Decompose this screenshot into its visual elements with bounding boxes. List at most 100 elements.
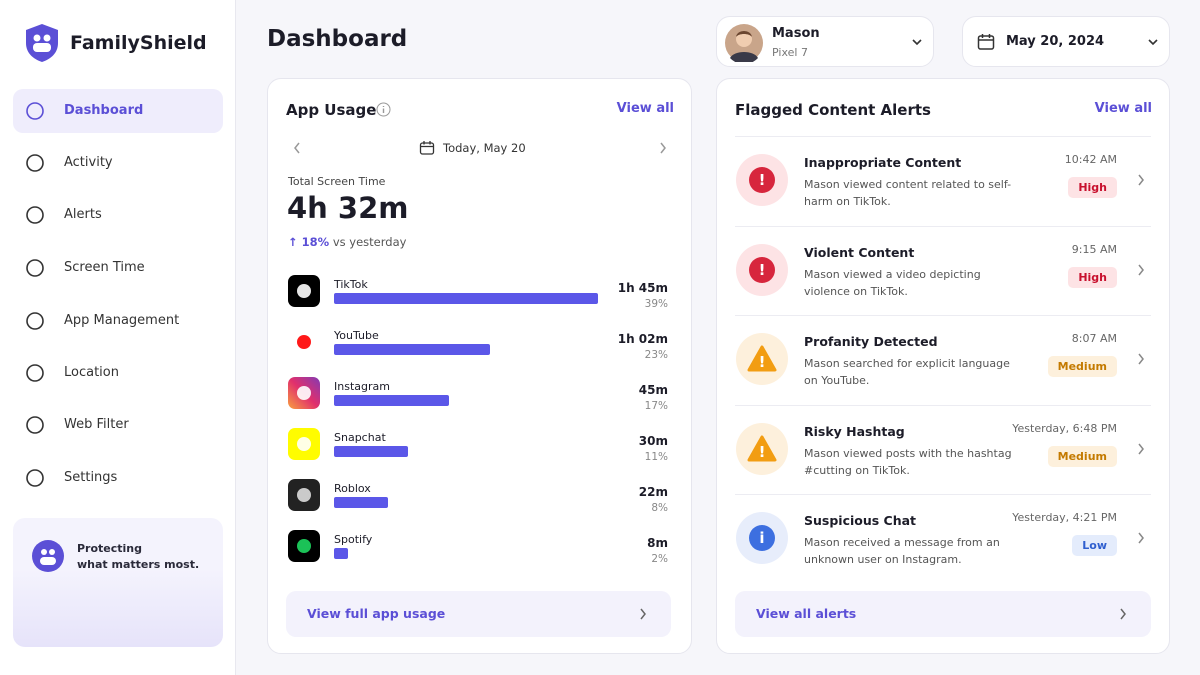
app-icon: [288, 530, 320, 562]
promo-box: Protecting what matters most.: [13, 518, 223, 647]
app-time: 22m: [638, 485, 668, 499]
app-name: Snapchat: [334, 431, 386, 444]
nav-label: Screen Time: [64, 260, 145, 275]
nav-label: Settings: [64, 470, 118, 485]
severity-badge: Medium: [1047, 356, 1117, 377]
alerts-card: Flagged Content Alerts View all View all…: [716, 78, 1170, 654]
severity-badge: High: [1068, 177, 1117, 198]
date: May 20, 2024: [1006, 34, 1105, 49]
nav-icon: [25, 153, 45, 173]
nav-item[interactable]: Screen Time: [13, 246, 223, 290]
nav-item[interactable]: Settings: [13, 456, 223, 500]
prev-day[interactable]: [292, 141, 302, 155]
app-usage-card: App Usage View all Today, May 20 Total S…: [267, 78, 692, 654]
page-title: Dashboard: [267, 26, 408, 52]
nav-label: Web Filter: [64, 417, 129, 432]
change-suffix: vs yesterday: [332, 235, 407, 249]
chevron[interactable]: [1136, 172, 1146, 186]
app-share: 17%: [644, 400, 668, 412]
alert-text: Mason viewed posts with the hashtag #cut…: [804, 446, 1012, 477]
footer-button[interactable]: View all alerts: [735, 591, 1151, 637]
severity-badge: Medium: [1047, 445, 1117, 467]
nav-icon: [25, 258, 45, 278]
separator: [735, 225, 1151, 227]
svg-text:!: !: [759, 353, 766, 371]
profile-name: Mason: [772, 26, 820, 41]
app-icon: [288, 275, 320, 307]
total: 4h 32m: [287, 191, 409, 225]
app-share: 2%: [651, 553, 668, 565]
alert-time: 10:42 AM: [1064, 153, 1117, 166]
usage-bar: [334, 293, 599, 304]
view-all[interactable]: View all: [616, 101, 674, 116]
calendar-icon: [977, 34, 995, 50]
alert-icon: !: [736, 422, 788, 475]
change-value: 18%: [301, 235, 330, 249]
nav-label: Alerts: [64, 207, 102, 222]
nav-label: App Management: [64, 313, 180, 328]
chevron[interactable]: [1136, 530, 1146, 544]
logo: [26, 24, 58, 62]
alert-title: Risky Hashtag: [804, 423, 905, 439]
alert-icon: !: [736, 333, 788, 385]
chevron[interactable]: [1136, 441, 1146, 455]
app-share: 8%: [651, 502, 668, 514]
nav-item[interactable]: Location: [13, 351, 223, 395]
chevron[interactable]: [1136, 262, 1146, 276]
separator: [735, 315, 1151, 316]
app-share: 11%: [644, 451, 668, 463]
profile-device: Pixel 7: [772, 46, 808, 59]
usage-bar: [334, 395, 450, 406]
nav-icon: [25, 415, 45, 435]
promo-icon: [32, 540, 64, 572]
nav-item[interactable]: Web Filter: [13, 403, 223, 447]
change: ↑ 18% vs yesterday: [288, 235, 407, 249]
app-name: Roblox: [334, 482, 371, 495]
calendar-icon: [419, 141, 435, 155]
avatar: [725, 24, 763, 62]
chevron: [912, 39, 922, 46]
nav-item[interactable]: Dashboard: [13, 89, 223, 133]
svg-text:i: i: [759, 529, 764, 547]
app-name: TikTok: [334, 278, 368, 291]
nav-icon: [25, 468, 45, 488]
alert-text: Mason viewed a video depicting violence …: [804, 267, 981, 298]
info-icon: [376, 102, 391, 117]
svg-text:!: !: [759, 443, 766, 461]
app-name: Instagram: [334, 380, 390, 393]
date-selector[interactable]: May 20, 2024: [962, 16, 1170, 67]
usage-bar: [334, 497, 389, 508]
app-name: YouTube: [334, 329, 379, 342]
sidebar: FamilyShield Protecting what matters mos…: [0, 0, 236, 675]
card-title: App Usage: [286, 101, 377, 119]
severity-badge: Low: [1072, 535, 1117, 556]
app-time: 45m: [638, 383, 668, 397]
nav-item[interactable]: App Management: [13, 299, 223, 343]
alert-time: Yesterday, 4:21 PM: [1012, 511, 1117, 524]
separator: [735, 404, 1151, 406]
app-icon: [288, 479, 320, 511]
app-share: 23%: [644, 349, 668, 361]
footer-button[interactable]: View full app usage: [286, 591, 671, 637]
nav-icon: [25, 101, 45, 121]
severity-badge: High: [1068, 266, 1117, 288]
next-day[interactable]: [658, 141, 668, 155]
app-name: Spotify: [334, 533, 373, 546]
alert-icon: i: [736, 512, 788, 564]
promo-line: what matters most.: [77, 558, 200, 571]
usage-bar: [334, 446, 409, 457]
total-label: Total Screen Time: [288, 175, 386, 188]
chevron: [640, 608, 646, 620]
nav-item[interactable]: Activity: [13, 141, 223, 185]
alert-text: Mason received a message from an unknown…: [804, 536, 1000, 566]
alert-title: Violent Content: [804, 244, 915, 260]
profile-selector[interactable]: Mason Pixel 7: [716, 16, 934, 67]
chevron[interactable]: [1136, 351, 1146, 365]
usage-bar: [334, 344, 490, 355]
app-icon: [288, 428, 320, 460]
view-all[interactable]: View all: [1094, 101, 1152, 116]
nav-item[interactable]: Alerts: [13, 193, 223, 237]
chevron: [1120, 608, 1126, 620]
app-time: 8m: [647, 536, 668, 550]
